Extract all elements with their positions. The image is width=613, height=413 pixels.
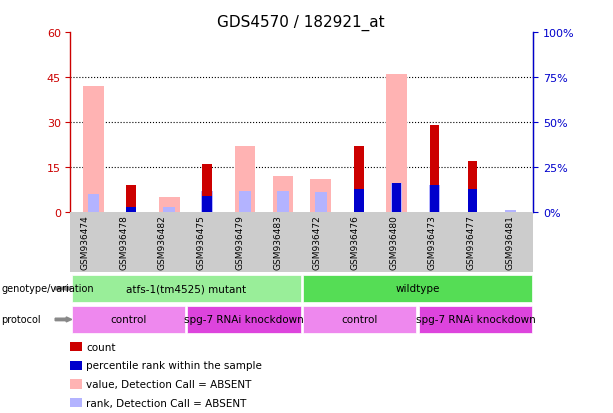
Bar (202, 197, 211, 213)
Text: GSM936474: GSM936474 (81, 215, 89, 269)
Text: genotype/variation: genotype/variation (1, 284, 94, 294)
Bar (386, 75, 407, 213)
Text: spg-7 RNAi knockdown: spg-7 RNAi knockdown (416, 315, 535, 325)
Bar (429, 186, 440, 213)
Bar (468, 162, 478, 213)
Bar (83, 87, 104, 213)
Text: control: control (341, 315, 378, 325)
Text: spg-7 RNAi knockdown: spg-7 RNAi knockdown (184, 315, 304, 325)
Text: GDS4570 / 182921_at: GDS4570 / 182921_at (216, 14, 384, 31)
Text: GSM936478: GSM936478 (120, 215, 128, 270)
Text: GSM936475: GSM936475 (197, 215, 205, 270)
Text: GSM936480: GSM936480 (389, 215, 398, 270)
Bar (126, 186, 136, 213)
Bar (392, 184, 402, 213)
Text: GSM936476: GSM936476 (351, 215, 360, 270)
Text: GSM936482: GSM936482 (158, 215, 167, 269)
Bar (201, 191, 213, 213)
Bar (430, 186, 440, 213)
Text: protocol: protocol (1, 315, 41, 325)
Bar (430, 126, 440, 213)
Bar (159, 198, 180, 213)
Bar (126, 207, 136, 213)
Text: wildtype: wildtype (395, 284, 440, 294)
Bar (273, 177, 294, 213)
Bar (310, 180, 331, 213)
Bar (88, 195, 99, 213)
Bar (164, 207, 175, 213)
Text: GSM936483: GSM936483 (273, 215, 283, 270)
Bar (354, 147, 364, 213)
Bar (239, 191, 251, 213)
Bar (468, 189, 478, 213)
Text: control: control (110, 315, 147, 325)
Text: percentile rank within the sample: percentile rank within the sample (86, 361, 262, 370)
Bar (202, 165, 211, 213)
Bar (391, 184, 403, 213)
Bar (277, 191, 289, 213)
Text: value, Detection Call = ABSENT: value, Detection Call = ABSENT (86, 379, 252, 389)
Text: rank, Detection Call = ABSENT: rank, Detection Call = ABSENT (86, 398, 247, 408)
Text: GSM936473: GSM936473 (428, 215, 437, 270)
Bar (235, 147, 256, 213)
Text: atfs-1(tm4525) mutant: atfs-1(tm4525) mutant (126, 284, 246, 294)
Bar (505, 211, 516, 213)
Text: GSM936472: GSM936472 (312, 215, 321, 269)
Text: GSM936479: GSM936479 (235, 215, 244, 270)
Text: GSM936481: GSM936481 (505, 215, 514, 270)
Text: GSM936477: GSM936477 (466, 215, 476, 270)
Text: count: count (86, 342, 116, 352)
Bar (315, 193, 327, 213)
Bar (354, 189, 364, 213)
